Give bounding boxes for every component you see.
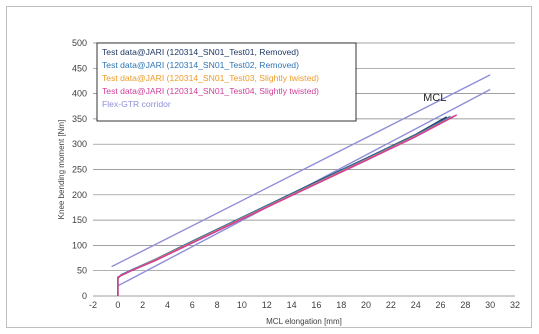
x-tick-label: 8 [215,300,220,310]
x-tick-label: 30 [485,300,495,310]
legend-entry: Flex-GTR corridor [102,99,171,109]
mcl-annotation: MCL [423,92,446,104]
legend-entry: Test data@JARI (120314_SN01_Test01, Remo… [102,47,299,57]
x-tick-label: 2 [140,300,145,310]
x-tick-label: 0 [115,300,120,310]
x-tick-label: 22 [386,300,396,310]
legend-entry: Test data@JARI (120314_SN01_Test03, Slig… [102,73,319,83]
x-tick-label: 28 [460,300,470,310]
x-tick-label: 4 [165,300,170,310]
y-tick-label: 200 [72,190,87,200]
y-tick-label: 450 [72,63,87,73]
legend-entry: Test data@JARI (120314_SN01_Test02, Remo… [102,60,299,70]
x-tick-label: 18 [336,300,346,310]
x-tick-label: 12 [262,300,272,310]
y-axis-title: Knee bending moment [Nm] [57,120,66,220]
x-tick-label: 26 [436,300,446,310]
y-tick-label: 250 [72,165,87,175]
x-tick-label: 16 [311,300,321,310]
corridor-upper-line [111,74,491,268]
y-tick-label: 500 [72,38,87,48]
x-tick-label: 20 [361,300,371,310]
x-axis-title: MCL elongation [mm] [266,317,342,326]
y-tick-label: 0 [82,291,87,301]
y-tick-label: 350 [72,114,87,124]
y-axis-ticks: 0 50 100 150 200 250 300 350 400 450 500 [72,38,87,301]
y-tick-label: 400 [72,89,87,99]
y-tick-label: 100 [72,240,87,250]
legend-entry: Test data@JARI (120314_SN01_Test04, Slig… [102,86,319,96]
x-tick-label: 32 [510,300,520,310]
y-tick-label: 300 [72,139,87,149]
x-tick-label: -2 [89,300,97,310]
legend: Test data@JARI (120314_SN01_Test01, Remo… [96,42,357,122]
y-tick-label: 50 [77,266,87,276]
y-tick-label: 150 [72,215,87,225]
data-series [117,114,458,296]
x-tick-label: 14 [287,300,297,310]
series-line-4 [117,114,458,296]
x-tick-label: 10 [237,300,247,310]
x-tick-label: 6 [190,300,195,310]
chart-frame: 0 50 100 150 200 250 300 350 400 450 500 -2 0 2 4 6 8 10… [6,6,532,328]
x-tick-label: 24 [411,300,421,310]
x-axis-ticks: -2 0 2 4 6 8 10 12 14 16 18 20 22 24 26 28 30 32 [89,300,520,310]
legend-box [96,42,357,122]
